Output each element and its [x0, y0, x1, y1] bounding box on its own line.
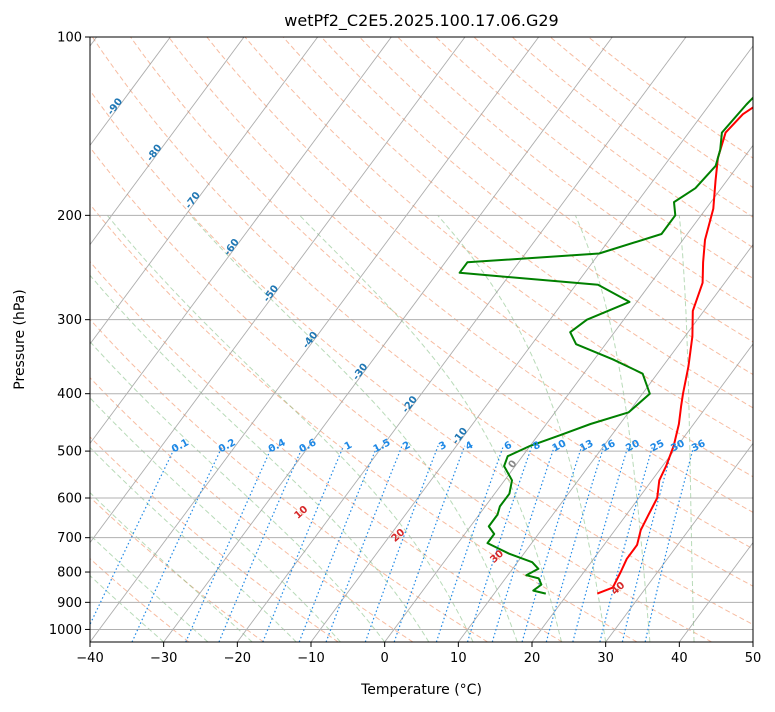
x-tick-label: 30 — [597, 651, 614, 666]
y-tick-label: 600 — [57, 492, 82, 507]
x-tick-label: 10 — [450, 651, 467, 666]
x-tick-label: 50 — [745, 651, 762, 666]
y-tick-label: 800 — [57, 566, 82, 581]
chart-title: wetPf2_C2E5.2025.100.17.06.G29 — [284, 11, 558, 31]
y-tick-label: 900 — [57, 596, 82, 611]
x-tick-label: −10 — [297, 651, 324, 666]
y-tick-label: 500 — [57, 445, 82, 460]
y-axis-label: Pressure (hPa) — [12, 289, 28, 389]
x-tick-label: −30 — [150, 651, 177, 666]
y-tick-label: 400 — [57, 387, 82, 402]
y-tick-label: 700 — [57, 531, 82, 546]
x-axis-label: Temperature (°C) — [360, 682, 482, 698]
x-tick-label: 0 — [381, 651, 389, 666]
x-tick-label: −20 — [224, 651, 251, 666]
x-tick-label: 40 — [671, 651, 688, 666]
x-tick-label: −40 — [76, 651, 103, 666]
y-tick-label: 300 — [57, 313, 82, 328]
y-tick-label: 100 — [57, 31, 82, 46]
x-tick-label: 20 — [524, 651, 541, 666]
y-tick-label: 200 — [57, 209, 82, 224]
y-tick-label: 1000 — [49, 623, 82, 638]
